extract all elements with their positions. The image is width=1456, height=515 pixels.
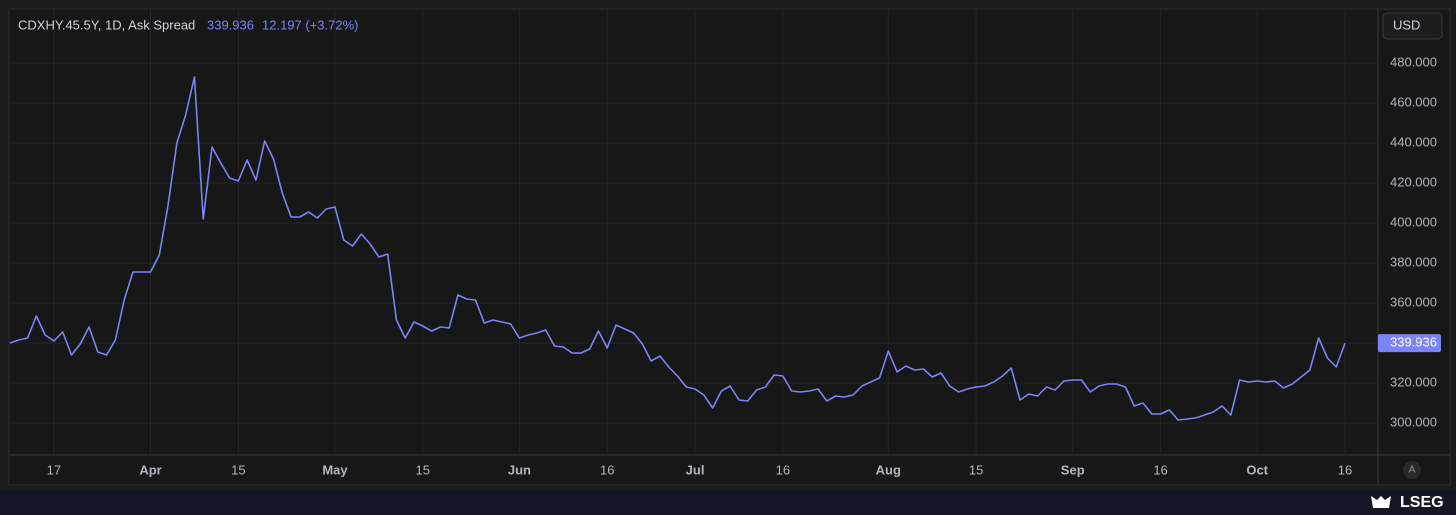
x-tick-label: 16 xyxy=(1153,462,1167,477)
x-tick-label: 16 xyxy=(776,462,790,477)
currency-button[interactable] xyxy=(1382,12,1443,40)
y-tick-label: 380.000 xyxy=(1390,254,1437,269)
series-line xyxy=(9,76,1346,421)
x-tick-label: 16 xyxy=(600,462,614,477)
brand-logo: LSEG xyxy=(1371,494,1444,511)
x-tick-label: Aug xyxy=(876,462,901,477)
footer xyxy=(0,490,1456,515)
brand-name: LSEG xyxy=(1400,494,1444,511)
y-tick-label: 400.000 xyxy=(1390,214,1437,229)
y-tick-label: 480.000 xyxy=(1390,54,1437,69)
x-tick-label: 15 xyxy=(231,462,245,477)
currency-label[interactable]: USD xyxy=(1393,17,1420,32)
x-tick-label: Jul xyxy=(686,462,705,477)
y-tick-label: 440.000 xyxy=(1390,134,1437,149)
x-tick-label: 15 xyxy=(969,462,983,477)
auto-scale-label[interactable]: A xyxy=(1409,465,1416,476)
x-tick-label: 16 xyxy=(1338,462,1352,477)
x-tick-label: Oct xyxy=(1246,462,1268,477)
auto-scale-button[interactable] xyxy=(1403,461,1421,479)
last-price-tag xyxy=(1378,334,1441,353)
x-tick-label: 15 xyxy=(416,462,430,477)
header-price: 339.936 xyxy=(207,17,254,32)
y-tick-label: 420.000 xyxy=(1390,174,1437,189)
y-tick-label: 460.000 xyxy=(1390,94,1437,109)
x-tick-label: 17 xyxy=(47,462,61,477)
header-change: 12.197 (+3.72%) xyxy=(262,17,358,32)
y-tick-label: 320.000 xyxy=(1390,374,1437,389)
chart-title: CDXHY.45.5Y, 1D, Ask Spread xyxy=(18,17,195,32)
brand-icon xyxy=(1371,496,1391,508)
y-tick-label: 300.000 xyxy=(1390,414,1437,429)
y-tick-label: 360.000 xyxy=(1390,294,1437,309)
x-tick-label: Apr xyxy=(139,462,161,477)
plot xyxy=(9,9,1378,455)
x-tick-label: Sep xyxy=(1061,462,1085,477)
chart-panel xyxy=(8,8,1451,486)
x-tick-label: May xyxy=(322,462,348,477)
x-tick-label: Jun xyxy=(508,462,531,477)
last-price-label: 339.936 xyxy=(1390,335,1437,350)
